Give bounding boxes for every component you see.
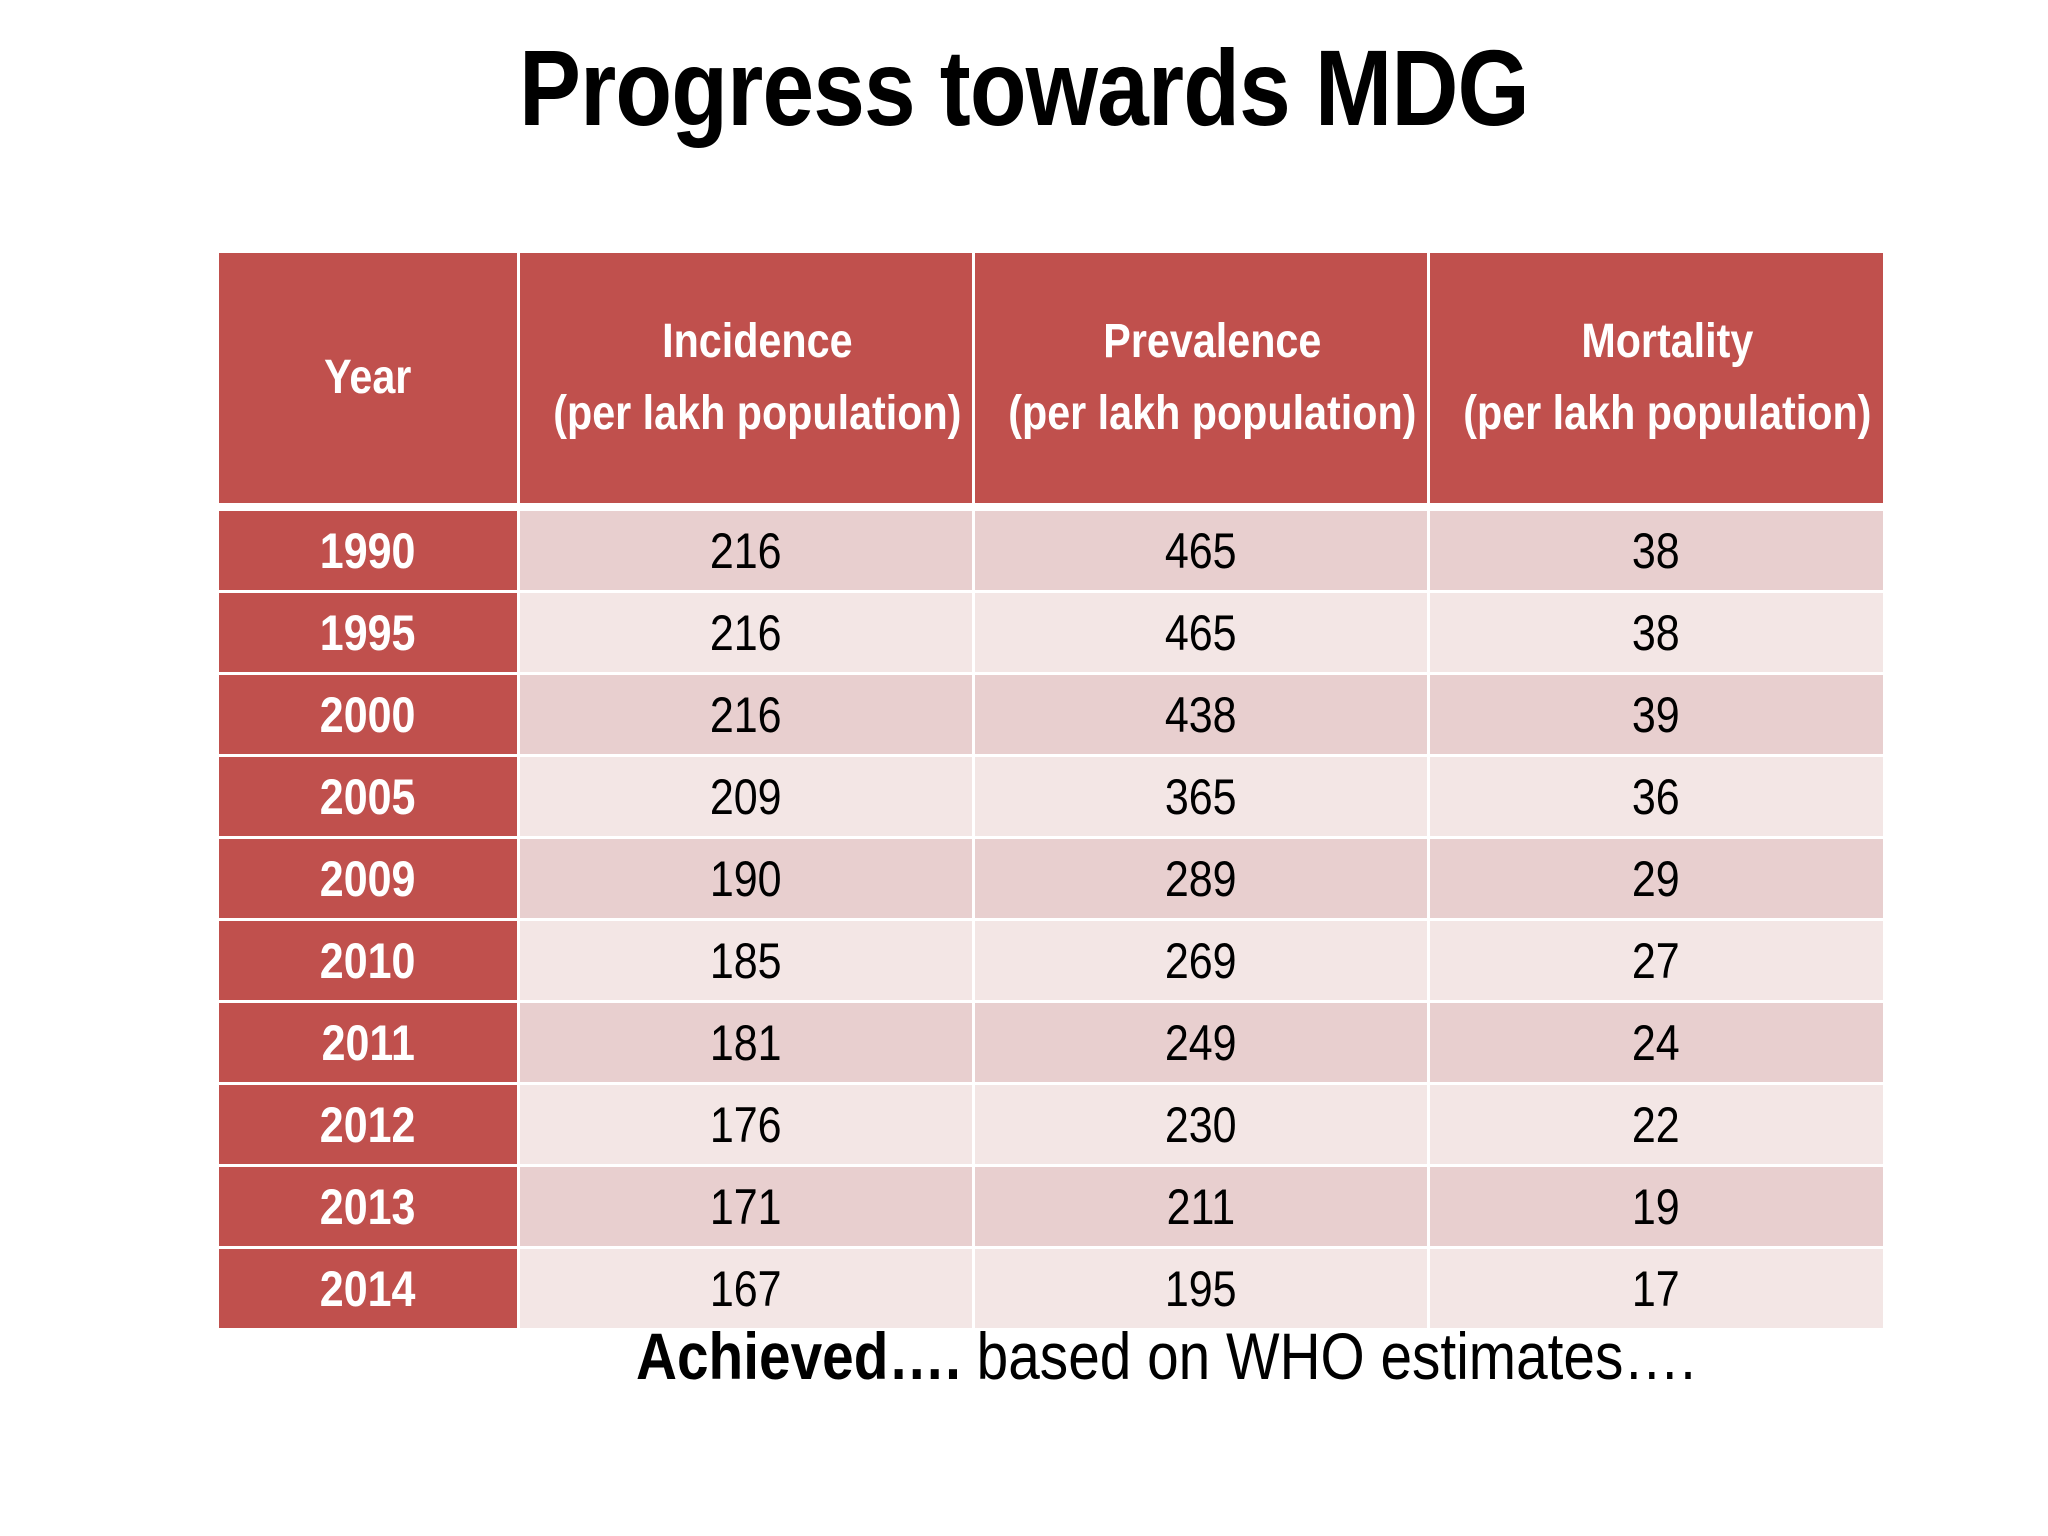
- prevalence-cell: 269: [973, 919, 1430, 1003]
- column-header-unit: (per lakh population): [552, 387, 961, 440]
- year-cell: 2000: [219, 673, 520, 757]
- year-cell: 1995: [219, 591, 520, 675]
- column-header-year: Year: [219, 253, 520, 511]
- column-header-label: Prevalence: [1102, 315, 1321, 368]
- mortality-cell: 22: [1428, 1083, 1883, 1167]
- incidence-cell: 185: [518, 919, 975, 1003]
- incidence-cell: 167: [518, 1247, 975, 1331]
- incidence-cell: 216: [518, 507, 975, 593]
- incidence-cell: 209: [518, 755, 975, 839]
- year-cell: 2014: [219, 1247, 520, 1331]
- table-row: 2000 216 438 39: [219, 673, 1883, 757]
- prevalence-cell: 195: [973, 1247, 1430, 1331]
- column-header-label: Incidence: [661, 315, 853, 368]
- year-cell: 1990: [219, 507, 520, 593]
- data-table-container: Year Incidence (per lakh population) Pre…: [219, 253, 1883, 1331]
- incidence-cell: 216: [518, 673, 975, 757]
- column-header-mortality: Mortality (per lakh population): [1428, 253, 1883, 511]
- column-header-prevalence: Prevalence (per lakh population): [973, 253, 1430, 511]
- prevalence-cell: 249: [973, 1001, 1430, 1085]
- incidence-cell: 171: [518, 1165, 975, 1249]
- table-row: 1995 216 465 38: [219, 591, 1883, 675]
- incidence-cell: 181: [518, 1001, 975, 1085]
- table-row: 2014 167 195 17: [219, 1247, 1883, 1331]
- incidence-cell: 216: [518, 591, 975, 675]
- prevalence-cell: 365: [973, 755, 1430, 839]
- year-cell: 2010: [219, 919, 520, 1003]
- column-header-unit: (per lakh population): [1462, 387, 1871, 440]
- slide-title: Progress towards MDG: [519, 27, 1530, 148]
- table-row: 2010 185 269 27: [219, 919, 1883, 1003]
- column-header-label: Mortality: [1580, 315, 1753, 368]
- column-header-incidence: Incidence (per lakh population): [518, 253, 975, 511]
- table-row: 1990 216 465 38: [219, 507, 1883, 593]
- mortality-cell: 17: [1428, 1247, 1883, 1331]
- table-row: 2009 190 289 29: [219, 837, 1883, 921]
- prevalence-cell: 211: [973, 1165, 1430, 1249]
- column-header-label: Year: [324, 351, 412, 404]
- mortality-cell: 39: [1428, 673, 1883, 757]
- mortality-cell: 24: [1428, 1001, 1883, 1085]
- prevalence-cell: 230: [973, 1083, 1430, 1167]
- prevalence-cell: 465: [973, 507, 1430, 593]
- prevalence-cell: 289: [973, 837, 1430, 921]
- tb-progress-table: Year Incidence (per lakh population) Pre…: [219, 253, 1883, 1331]
- year-cell: 2012: [219, 1083, 520, 1167]
- prevalence-cell: 438: [973, 673, 1430, 757]
- table-row: 2011 181 249 24: [219, 1001, 1883, 1085]
- table-header-row: Year Incidence (per lakh population) Pre…: [219, 253, 1883, 511]
- mortality-cell: 38: [1428, 507, 1883, 593]
- mortality-cell: 36: [1428, 755, 1883, 839]
- footnote: Achieved…. based on WHO estimates….: [636, 1318, 1696, 1394]
- mortality-cell: 38: [1428, 591, 1883, 675]
- footnote-text: based on WHO estimates….: [960, 1319, 1696, 1393]
- year-cell: 2005: [219, 755, 520, 839]
- incidence-cell: 190: [518, 837, 975, 921]
- mortality-cell: 19: [1428, 1165, 1883, 1249]
- table-row: 2013 171 211 19: [219, 1165, 1883, 1249]
- year-cell: 2009: [219, 837, 520, 921]
- prevalence-cell: 465: [973, 591, 1430, 675]
- incidence-cell: 176: [518, 1083, 975, 1167]
- table-row: 2005 209 365 36: [219, 755, 1883, 839]
- year-cell: 2011: [219, 1001, 520, 1085]
- column-header-unit: (per lakh population): [1007, 387, 1416, 440]
- footnote-emphasis: Achieved….: [636, 1319, 961, 1393]
- mortality-cell: 27: [1428, 919, 1883, 1003]
- table-row: 2012 176 230 22: [219, 1083, 1883, 1167]
- mortality-cell: 29: [1428, 837, 1883, 921]
- year-cell: 2013: [219, 1165, 520, 1249]
